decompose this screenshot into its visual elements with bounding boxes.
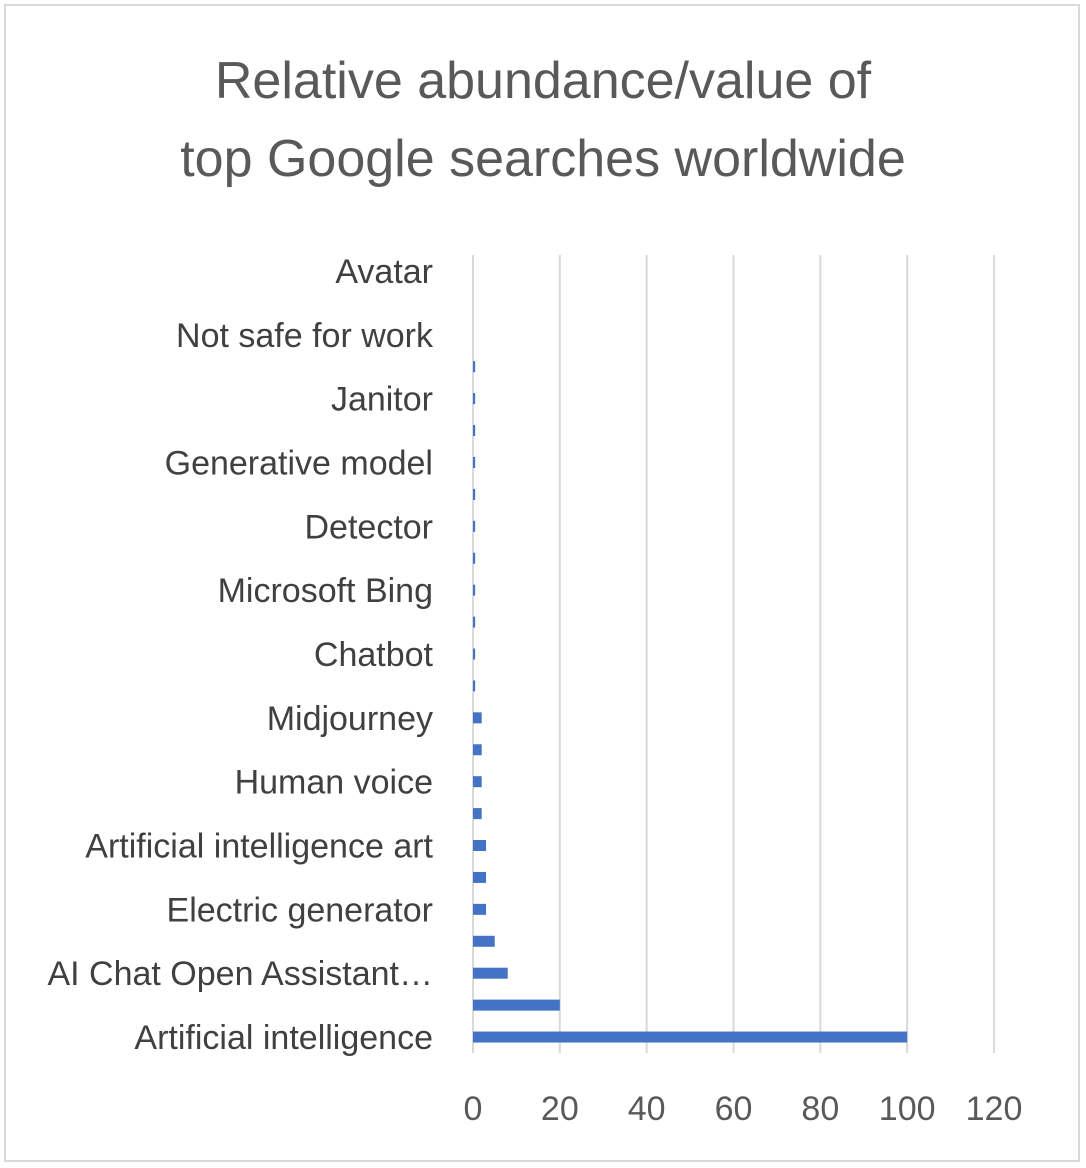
category-label: Janitor: [331, 381, 433, 419]
x-tick-label: 20: [541, 1090, 579, 1128]
bar: [473, 361, 476, 373]
bar: [473, 552, 476, 564]
x-tick-label: 40: [628, 1090, 666, 1128]
x-tick-label: 0: [464, 1090, 483, 1128]
category-label: Avatar: [335, 253, 433, 291]
category-label: Not safe for work: [176, 317, 434, 355]
category-label: Generative model: [165, 444, 433, 482]
category-label: Artificial intelligence art: [85, 828, 433, 866]
chart-title-line-1: Relative abundance/value of: [215, 52, 872, 110]
category-label: Microsoft Bing: [218, 572, 433, 610]
bar: [473, 871, 487, 883]
bar: [473, 648, 476, 660]
category-label: Artificial intelligence: [134, 1019, 433, 1057]
chart-title-line-2: top Google searches worldwide: [180, 130, 906, 188]
bar: [473, 967, 508, 979]
category-label: AI Chat Open Assistant…: [47, 955, 433, 993]
x-tick-label: 100: [879, 1090, 936, 1128]
bar: [473, 425, 476, 437]
x-tick-label: 80: [801, 1090, 839, 1128]
x-tick-labels: 0 20 40 60 80 100 120: [464, 1090, 1023, 1128]
category-label: Detector: [305, 508, 434, 546]
bars: [473, 361, 908, 1043]
category-label: Chatbot: [314, 636, 434, 674]
bar: [473, 776, 482, 788]
bar: [473, 903, 487, 915]
bar: [473, 616, 476, 628]
x-tick-label: 60: [715, 1090, 753, 1128]
x-tick-label: 120: [966, 1090, 1023, 1128]
bar: [473, 840, 487, 852]
bar: [473, 935, 495, 947]
bar: [473, 488, 476, 500]
bar: [473, 584, 476, 596]
category-label: Electric generator: [167, 891, 433, 929]
bar: [473, 1031, 908, 1043]
bar: [473, 680, 476, 692]
category-label: Midjourney: [267, 700, 433, 738]
bar: [473, 999, 560, 1011]
bar: [473, 456, 476, 468]
bar: [473, 712, 482, 724]
bar: [473, 520, 476, 532]
category-labels: Artificial intelligence AI Chat Open Assi…: [47, 253, 434, 1057]
bar: [473, 744, 482, 756]
bar: [473, 393, 476, 405]
category-label: Human voice: [235, 764, 433, 802]
chart-frame: [4, 4, 1080, 1162]
bar: [473, 808, 482, 820]
gridlines: [472, 255, 995, 1053]
